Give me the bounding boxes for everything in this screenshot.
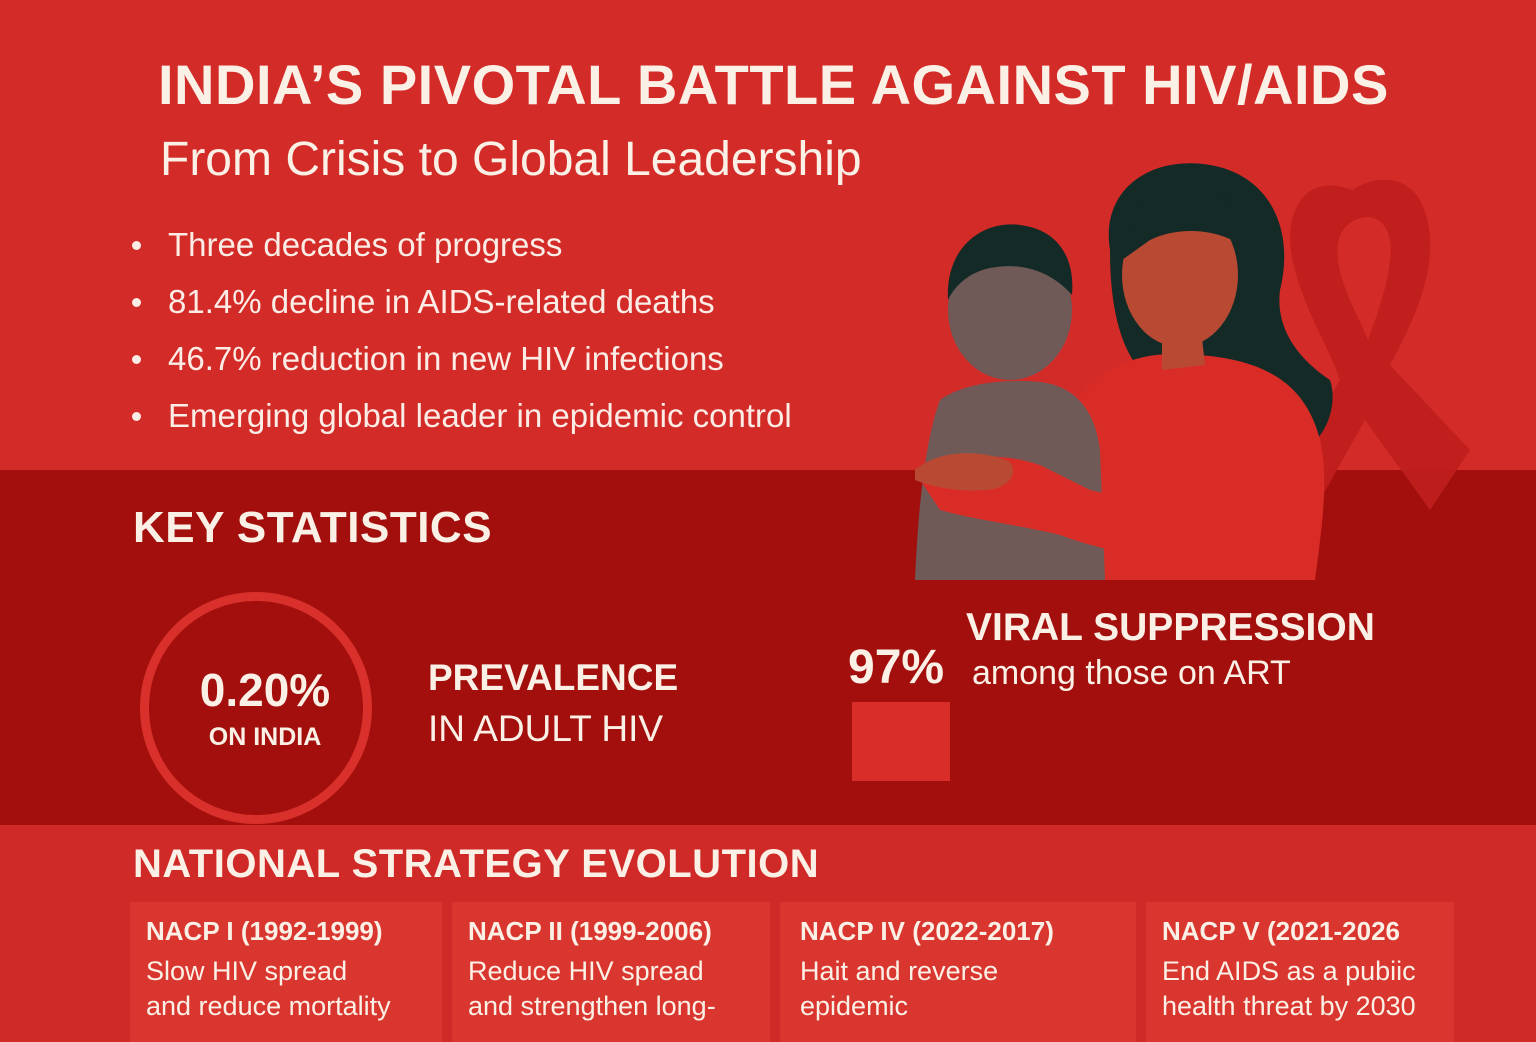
bullet-icon: [132, 412, 141, 421]
card-title: NACP II (1999-2006): [468, 916, 712, 946]
card-title: NACP I (1992-1999): [146, 916, 383, 946]
card-title: NACP IV (2022-2017): [800, 916, 1054, 946]
highlights-list: Three decades of progress 81.4% decline …: [132, 220, 792, 448]
viral-suppression-sublabel: among those on ART: [972, 654, 1291, 692]
card-description: Hait and reverse epidemic: [800, 956, 999, 1021]
highlight-text: Emerging global leader in epidemic contr…: [168, 397, 792, 434]
mother-child-illustration: [915, 163, 1470, 580]
card-description: Reduce HIV spread and strengthen long-: [468, 956, 716, 1021]
viral-suppression-value: 97%: [848, 641, 945, 694]
bullet-icon: [132, 355, 141, 364]
bullet-icon: [132, 298, 141, 307]
highlight-text: 81.4% decline in AIDS-related deaths: [168, 283, 715, 320]
prevalence-value: 0.20%: [199, 664, 331, 716]
strategy-card: NACP IV (2022-2017) Hait and reverse epi…: [780, 902, 1136, 1042]
page-subtitle: From Crisis to Global Leadership: [160, 133, 862, 186]
prevalence-ring: 0.20% ON INDIA: [140, 592, 372, 824]
key-statistics-heading: KEY STATISTICS: [133, 503, 493, 552]
card-description: End AIDS as a pubiic health threat by 20…: [1162, 956, 1416, 1021]
bullet-icon: [132, 241, 141, 250]
highlight-text: 46.7% reduction in new HIV infections: [168, 340, 724, 377]
prevalence-value-sub: ON INDIA: [208, 723, 322, 751]
strategy-heading: NATIONAL STRATEGY EVOLUTION: [133, 842, 820, 886]
strategy-card: NACP II (1999-2006) Reduce HIV spread an…: [452, 902, 770, 1042]
viral-suppression-label: VIRAL SUPPRESSION: [966, 606, 1375, 649]
list-item: 81.4% decline in AIDS-related deaths: [132, 277, 792, 334]
awareness-ribbon-icon: [1280, 179, 1470, 510]
strategy-card: NACP I (1992-1999) Slow HIV spread and r…: [130, 902, 442, 1042]
card-description: Slow HIV spread and reduce mortality: [146, 956, 391, 1021]
page-title: INDIA’S PIVOTAL BATTLE AGAINST HIV/AIDS: [158, 53, 1389, 116]
viral-suppression-swatch: [852, 702, 950, 781]
prevalence-sublabel: IN ADULT HIV: [428, 708, 664, 749]
list-item: Emerging global leader in epidemic contr…: [132, 391, 792, 448]
prevalence-label: PREVALENCE: [428, 657, 679, 698]
card-title: NACP V (2021-2026: [1162, 916, 1400, 946]
list-item: 46.7% reduction in new HIV infections: [132, 334, 792, 391]
strategy-card: NACP V (2021-2026 End AIDS as a pubiic h…: [1146, 902, 1454, 1042]
list-item: Three decades of progress: [132, 220, 792, 277]
highlight-text: Three decades of progress: [168, 226, 563, 263]
